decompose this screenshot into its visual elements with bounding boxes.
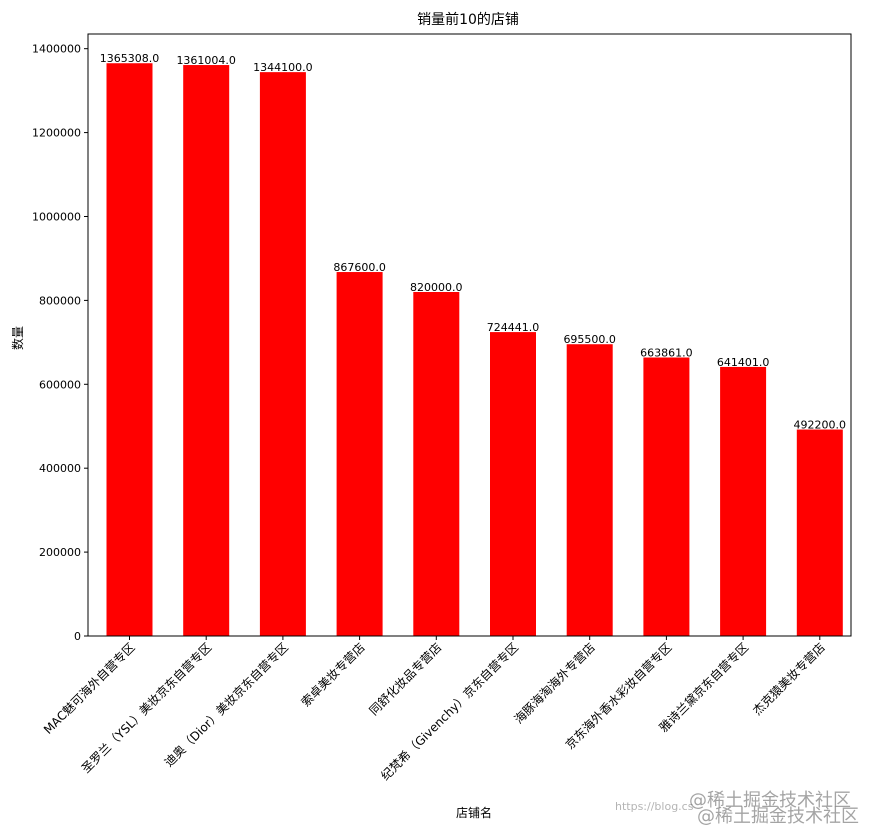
bar [796,429,843,636]
bar-value-label: 867600.0 [333,261,386,274]
y-tick-label: 800000 [39,294,81,307]
bar-value-label: 1344100.0 [253,61,313,74]
x-tick-label: 同舒化妆品专营店 [366,640,444,718]
bar-value-label: 663861.0 [640,347,693,360]
bar [413,292,460,636]
bar-value-label: 724441.0 [487,321,540,334]
bar [259,72,306,636]
x-tick-label: 索卓美妆专营店 [298,640,368,710]
y-tick-label: 200000 [39,546,81,559]
y-tick-label: 400000 [39,462,81,475]
y-tick-label: 1200000 [32,127,81,140]
y-tick-label: 1000000 [32,210,81,223]
bar-value-label: 695500.0 [563,333,616,346]
bar-value-label: 641401.0 [717,356,770,369]
y-tick-label: 1400000 [32,43,81,56]
y-tick-label: 600000 [39,378,81,391]
plot-frame [87,33,852,637]
bar [566,344,613,636]
bar [720,366,767,636]
y-tick-label: 0 [74,630,81,643]
watermark-text: @稀土掘金技术社区 [689,790,851,811]
chart-title: 销量前10的店铺 [417,11,519,28]
x-axis-label: 店铺名 [456,805,492,820]
bar [183,65,230,636]
x-tick-label: 海豚海淘海外专营店 [511,640,598,727]
bar [336,272,383,636]
x-tick-label: 迪奥（Dior）美妆京东自营专区 [161,640,291,770]
bar-value-label: 492200.0 [794,419,847,432]
y-axis-label: 数量 [10,326,25,350]
bar-value-label: 820000.0 [410,281,463,294]
bar-value-label: 1365308.0 [100,52,160,65]
bar [643,357,690,636]
x-tick-label: 杰克猿美妆专营店 [749,640,827,718]
bar-value-label: 1361004.0 [176,54,236,67]
bar [490,332,536,636]
x-tick-label: 纪梵希（Givenchy）京东自营专区 [378,640,522,784]
bar [106,63,153,637]
watermark-text-shadow: @稀土掘金技术社区 [697,806,859,827]
watermark-url: https://blog.cs [615,800,694,813]
x-tick-label: 圣罗兰（YSL）美妆京东自营专区 [78,640,214,776]
